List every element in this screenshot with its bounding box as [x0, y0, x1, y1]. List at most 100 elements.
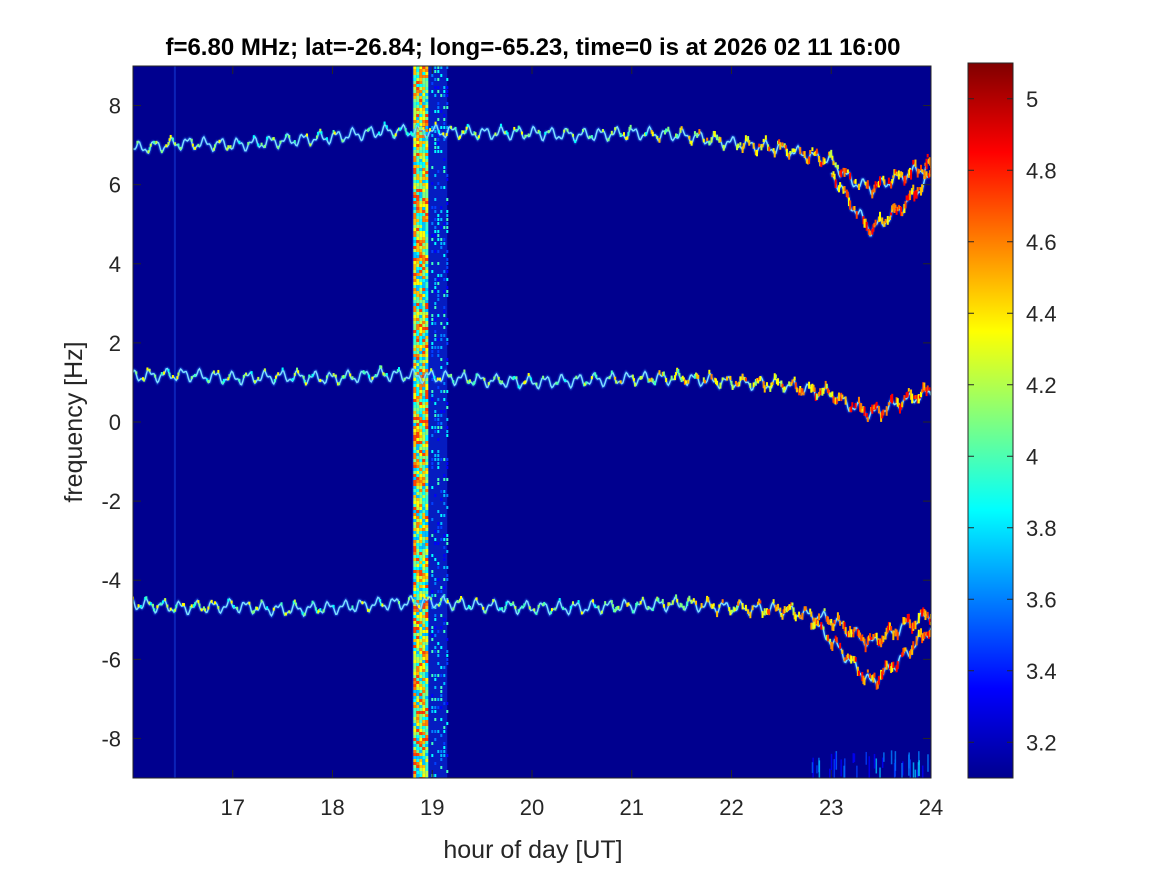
trace-speckle [690, 140, 693, 146]
band-cell [413, 624, 417, 627]
trace-speckle [872, 674, 875, 683]
trace-speckle [332, 373, 335, 377]
trace-speckle [190, 604, 193, 608]
band-cell [425, 375, 429, 378]
band-speckle [431, 466, 434, 469]
trace-speckle [468, 379, 471, 383]
trace-speckle [859, 402, 862, 412]
band-cell [413, 435, 417, 438]
band-cell [416, 615, 420, 618]
band-cell [425, 648, 429, 651]
trace-speckle [784, 145, 787, 150]
band-cell [419, 756, 423, 759]
trace-speckle [257, 143, 260, 147]
band-cell [425, 726, 429, 729]
band-speckle [431, 354, 434, 357]
trace-speckle [610, 370, 613, 374]
band-cell [425, 324, 429, 327]
trace-speckle [163, 371, 166, 375]
band-speckle [440, 586, 443, 589]
band-cell [422, 447, 426, 450]
band-cell [422, 300, 426, 303]
trace-speckle [926, 632, 929, 636]
band-cell [419, 513, 423, 516]
trace-speckle [854, 403, 857, 409]
band-cell [419, 723, 423, 726]
trace-speckle [517, 125, 520, 129]
band-cell [425, 456, 429, 459]
trace-speckle [794, 614, 797, 622]
band-speckle [431, 694, 434, 697]
band-cell [413, 351, 417, 354]
band-speckle [431, 638, 434, 641]
trace-speckle [901, 172, 904, 176]
band-cell [419, 108, 423, 111]
band-speckle [431, 250, 434, 253]
trace-speckle [901, 401, 904, 408]
band-cell [419, 387, 423, 390]
trace-speckle [880, 669, 883, 680]
band-cell [413, 753, 417, 756]
band-cell [413, 387, 417, 390]
trace-speckle [861, 634, 864, 642]
band-cell [413, 756, 417, 759]
trace-speckle [151, 603, 154, 607]
band-cell [419, 729, 423, 732]
band-cell [419, 627, 423, 630]
trace-speckle [498, 607, 501, 611]
band-speckle [437, 422, 440, 425]
trace-speckle [504, 606, 507, 610]
band-speckle [446, 406, 449, 409]
trace-speckle [297, 370, 300, 374]
trace-speckle [572, 601, 575, 605]
trace-speckle [729, 610, 732, 616]
trace-speckle [749, 611, 752, 619]
band-cell [422, 222, 426, 225]
trace-speckle [617, 605, 620, 610]
band-cell [425, 117, 429, 120]
band-cell [422, 321, 426, 324]
band-speckle [431, 206, 434, 209]
band-cell [425, 609, 429, 612]
trace-speckle [583, 383, 586, 387]
band-cell [419, 519, 423, 522]
band-speckle [446, 770, 449, 773]
trace-speckle [283, 612, 286, 616]
trace-speckle [291, 378, 294, 382]
noise-streak [916, 769, 919, 778]
trace-speckle [626, 602, 629, 607]
band-cell [425, 561, 429, 564]
band-cell [413, 399, 417, 402]
trace-speckle [146, 367, 149, 371]
band-cell [413, 318, 417, 321]
band-cell [419, 750, 423, 753]
band-cell [413, 120, 417, 123]
trace-speckle [366, 128, 369, 132]
trace-speckle [381, 603, 384, 607]
band-cell [425, 108, 429, 111]
band-cell [413, 534, 417, 537]
band-cell [419, 681, 423, 684]
band-speckle [431, 74, 434, 77]
band-cell [425, 729, 429, 732]
band-cell [422, 192, 426, 195]
trace-speckle [585, 381, 588, 385]
trace-speckle [801, 388, 804, 393]
band-cell [419, 630, 423, 633]
band-cell [422, 624, 426, 627]
band-cell [416, 339, 420, 342]
trace-speckle [658, 138, 661, 143]
band-speckle [434, 142, 437, 145]
band-speckle [440, 718, 443, 721]
band-cell [416, 486, 420, 489]
trace-speckle [325, 375, 328, 379]
band-speckle [437, 654, 440, 657]
band-cell [413, 459, 417, 462]
band-speckle [434, 346, 437, 349]
trace-speckle [374, 374, 377, 378]
trace-speckle [779, 607, 782, 612]
trace-speckle [793, 612, 796, 620]
band-cell [413, 420, 417, 423]
band-cell [416, 387, 420, 390]
band-cell [416, 588, 420, 591]
